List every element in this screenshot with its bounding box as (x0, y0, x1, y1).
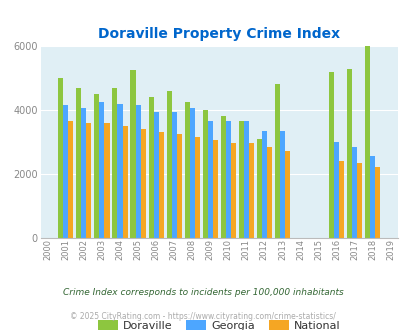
Bar (130, 70, 135, 238)
Bar (333, 142, 338, 238)
Bar (58, 78, 63, 238)
Bar (256, 139, 261, 238)
Bar (274, 84, 279, 238)
Bar (202, 110, 207, 238)
Bar (153, 112, 158, 238)
Bar (284, 151, 289, 238)
Bar (230, 144, 235, 238)
Bar (81, 108, 86, 238)
Bar (166, 91, 171, 238)
Bar (346, 69, 351, 238)
Bar (76, 88, 81, 238)
Text: © 2025 CityRating.com - https://www.cityrating.com/crime-statistics/: © 2025 CityRating.com - https://www.city… (70, 312, 335, 321)
Bar (176, 134, 181, 238)
Bar (122, 126, 127, 238)
Bar (189, 108, 194, 238)
Bar (94, 94, 99, 238)
Bar (99, 102, 104, 238)
Bar (266, 147, 271, 238)
Bar (328, 72, 333, 238)
Bar (158, 132, 163, 238)
Bar (243, 121, 248, 238)
Title: Doraville Property Crime Index: Doraville Property Crime Index (98, 27, 339, 41)
Bar (220, 116, 225, 238)
Bar (104, 123, 109, 238)
Bar (338, 161, 343, 238)
Text: Crime Index corresponds to incidents per 100,000 inhabitants: Crime Index corresponds to incidents per… (62, 287, 343, 297)
Bar (212, 140, 217, 238)
Bar (184, 102, 189, 238)
Bar (68, 121, 73, 238)
Bar (369, 156, 374, 238)
Bar (356, 163, 361, 238)
Bar (194, 137, 199, 238)
Bar (207, 121, 212, 238)
Bar (374, 167, 379, 238)
Bar (140, 129, 145, 238)
Bar (364, 46, 369, 238)
Bar (148, 97, 153, 238)
Bar (112, 88, 117, 238)
Bar (248, 144, 253, 238)
Bar (63, 105, 68, 238)
Bar (225, 121, 230, 238)
Bar (86, 123, 91, 238)
Bar (171, 112, 176, 238)
Legend: Doraville, Georgia, National: Doraville, Georgia, National (93, 316, 345, 330)
Bar (279, 131, 284, 238)
Bar (117, 104, 122, 238)
Bar (261, 131, 266, 238)
Bar (351, 147, 356, 238)
Bar (135, 105, 140, 238)
Bar (238, 121, 243, 238)
